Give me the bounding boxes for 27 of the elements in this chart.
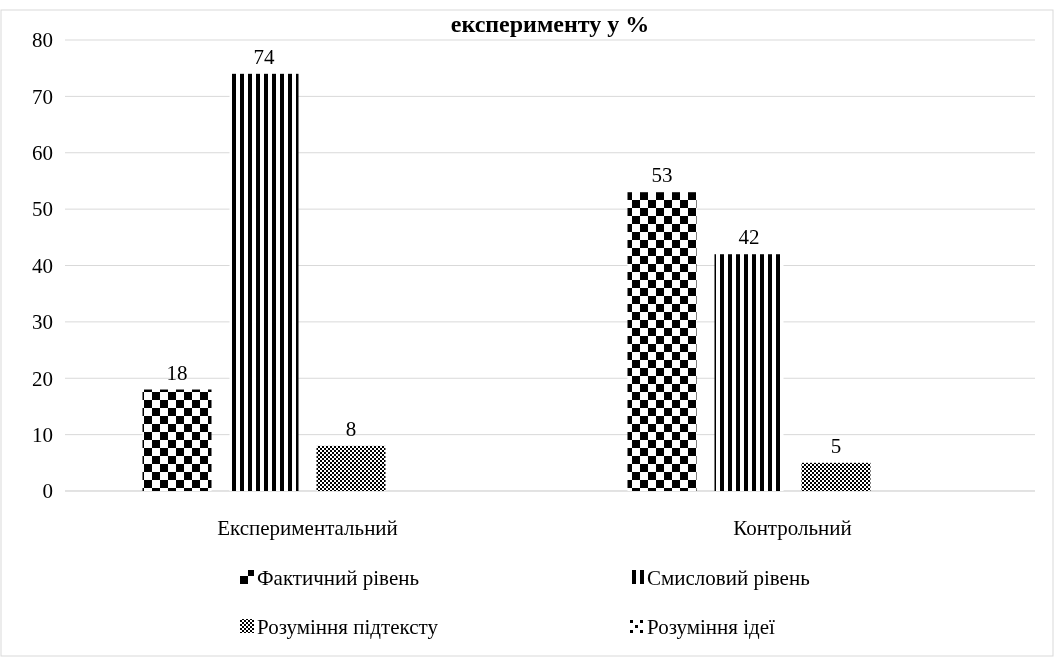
y-tick-label: 0: [42, 479, 53, 504]
bar: [627, 192, 697, 491]
legend-label: Смисловий рівень: [647, 566, 810, 591]
y-tick-label: 60: [32, 141, 53, 166]
legend-label: Фактичний рівень: [257, 566, 420, 591]
y-tick-label: 30: [32, 310, 53, 335]
legend-label: Розуміння підтексту: [257, 615, 439, 640]
data-label: 5: [830, 433, 842, 458]
bar: [142, 389, 212, 491]
data-label: 74: [253, 44, 275, 69]
y-tick-label: 50: [32, 197, 53, 222]
x-tick-label: Контрольний: [733, 516, 852, 540]
data-label: 53: [651, 163, 673, 188]
chart-title: експерименту у %: [450, 11, 650, 37]
y-tick-label: 40: [32, 253, 53, 278]
y-tick-label: 10: [32, 422, 53, 447]
data-label: 8: [345, 416, 357, 441]
data-label: 42: [738, 225, 760, 250]
y-tick-label: 70: [32, 84, 53, 109]
x-tick-label: Експериментальний: [217, 516, 398, 540]
y-tick-label: 20: [32, 366, 53, 391]
bar: [316, 445, 386, 491]
bar: [801, 462, 871, 491]
y-tick-label: 80: [32, 28, 53, 53]
bar: [229, 73, 299, 491]
data-label: 18: [166, 360, 188, 385]
legend-label: Розуміння ідеї: [647, 615, 776, 640]
